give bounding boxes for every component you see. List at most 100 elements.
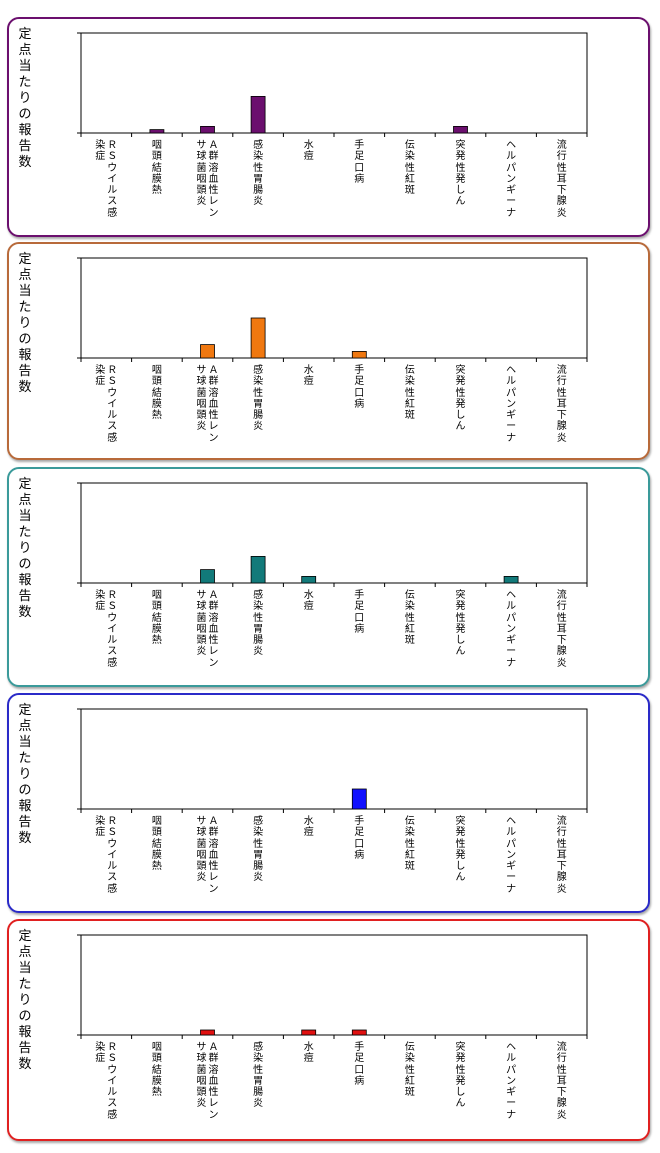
category-label-char: 伝 <box>404 816 415 827</box>
category-label-char: ウ <box>107 612 118 624</box>
category-label-column: 伝染性紅斑 <box>405 816 415 872</box>
category-label-char: 結 <box>151 387 162 399</box>
category-label-char: Ａ <box>208 140 219 151</box>
category-label-char: 発 <box>455 827 466 839</box>
category-label: ヘルパンギーナ <box>506 140 516 219</box>
category-label-char: 行 <box>556 151 567 163</box>
category-label-char: 膜 <box>151 849 162 861</box>
category-label-char: 腺 <box>556 1098 567 1110</box>
category-label-char: 口 <box>354 612 365 624</box>
category-label-char: ー <box>506 872 517 884</box>
category-label-char: 性 <box>556 162 567 174</box>
y-axis-label-char: り <box>18 767 32 782</box>
category-label-char: 感 <box>253 816 264 827</box>
category-label-column: 突発性発しん <box>456 365 466 433</box>
category-label-column: 手足口病 <box>354 140 364 185</box>
category-label-char: 血 <box>208 849 219 861</box>
category-label: 手足口病 <box>354 140 364 185</box>
plot-frame <box>80 482 588 584</box>
category-label-char: 足 <box>354 601 365 613</box>
category-label-column: ヘルパンギーナ <box>506 1042 516 1121</box>
category-label-char: レ <box>208 421 219 433</box>
category-label-char: 球 <box>196 151 207 163</box>
category-label-char: 染 <box>95 590 106 601</box>
category-label-char: 手 <box>354 140 365 151</box>
category-label-char: 感 <box>253 365 264 376</box>
category-label-column: 流行性耳下腺炎 <box>557 365 567 444</box>
category-label-char: 熱 <box>151 185 162 197</box>
category-label-char: ヘ <box>506 590 517 601</box>
category-label: 流行性耳下腺炎 <box>557 590 567 669</box>
category-label-char: Ｒ <box>107 365 118 376</box>
y-axis-label-char: 報 <box>18 123 32 138</box>
category-label-char: 球 <box>196 827 207 839</box>
category-label-char: レ <box>208 872 219 884</box>
category-label-char: ン <box>208 432 219 444</box>
y-axis-label-char: り <box>18 541 32 556</box>
category-label-char: 染 <box>404 376 415 388</box>
category-label-char: 炎 <box>196 646 207 658</box>
category-label-char: 口 <box>354 838 365 850</box>
category-label: 水痘 <box>304 1042 314 1065</box>
category-label-char: ウ <box>107 387 118 399</box>
category-label-char: レ <box>208 646 219 658</box>
category-label-char: 行 <box>556 1053 567 1065</box>
bar <box>250 96 266 134</box>
category-label-char: 頭 <box>151 827 162 839</box>
category-label-char: 性 <box>556 387 567 399</box>
y-axis-label-char: 数 <box>18 1057 32 1072</box>
category-label-char: 染 <box>253 151 264 163</box>
category-label-char: 咽 <box>151 365 162 376</box>
category-label-char: 行 <box>556 376 567 388</box>
category-label-char: 球 <box>196 601 207 613</box>
category-label-char: 性 <box>404 162 415 174</box>
category-label-char: 流 <box>556 140 567 151</box>
category-label-column: サ球菌咽頭炎 <box>197 1042 207 1121</box>
category-label-char: 炎 <box>196 421 207 433</box>
category-label: 感染性胃腸炎 <box>253 1042 263 1110</box>
category-label-char: ー <box>506 1098 517 1110</box>
category-label-char: 口 <box>354 387 365 399</box>
category-label-char: ギ <box>506 1087 517 1099</box>
y-axis-label-char: 当 <box>18 59 32 74</box>
category-label-char: 染 <box>253 1053 264 1065</box>
category-label-column: 手足口病 <box>354 365 364 410</box>
category-label-char: 流 <box>556 365 567 376</box>
category-label-char: 膜 <box>151 398 162 410</box>
category-label-char: 耳 <box>556 623 567 635</box>
y-axis-label-char: の <box>18 557 32 572</box>
y-axis-label-char: 数 <box>18 831 32 846</box>
category-label-char: 足 <box>354 1053 365 1065</box>
category-label-column: サ球菌咽頭炎 <box>197 590 207 669</box>
category-label-char: 腸 <box>253 635 264 647</box>
category-label-char: ヘ <box>506 1042 517 1053</box>
category-label-char: ン <box>506 623 517 635</box>
category-label-char: 頭 <box>196 1087 207 1099</box>
category-label-column: 伝染性紅斑 <box>405 140 415 196</box>
category-label-char: 手 <box>354 1042 365 1053</box>
category-label-char: 染 <box>404 601 415 613</box>
category-label-char: 腸 <box>253 861 264 873</box>
category-label-char: ル <box>107 861 118 873</box>
category-label-char: 胃 <box>253 1075 264 1087</box>
category-label-char: 下 <box>556 861 567 873</box>
category-label-char: 手 <box>354 816 365 827</box>
category-label-char: 性 <box>253 838 264 850</box>
y-axis-label: 定点当たりの報告数 <box>18 703 32 847</box>
y-axis-label-char: 数 <box>18 605 32 620</box>
y-axis-label-char: 当 <box>18 509 32 524</box>
category-label-char: 染 <box>95 1042 106 1053</box>
category-label: 突発性発しん <box>456 1042 466 1110</box>
category-label-char: パ <box>506 387 517 399</box>
y-axis-label-char: 当 <box>18 284 32 299</box>
category-label: 流行性耳下腺炎 <box>557 1042 567 1121</box>
category-label-char: 足 <box>354 376 365 388</box>
bar <box>301 1029 317 1036</box>
category-label: 手足口病 <box>354 365 364 410</box>
category-label-char: 腺 <box>556 872 567 884</box>
